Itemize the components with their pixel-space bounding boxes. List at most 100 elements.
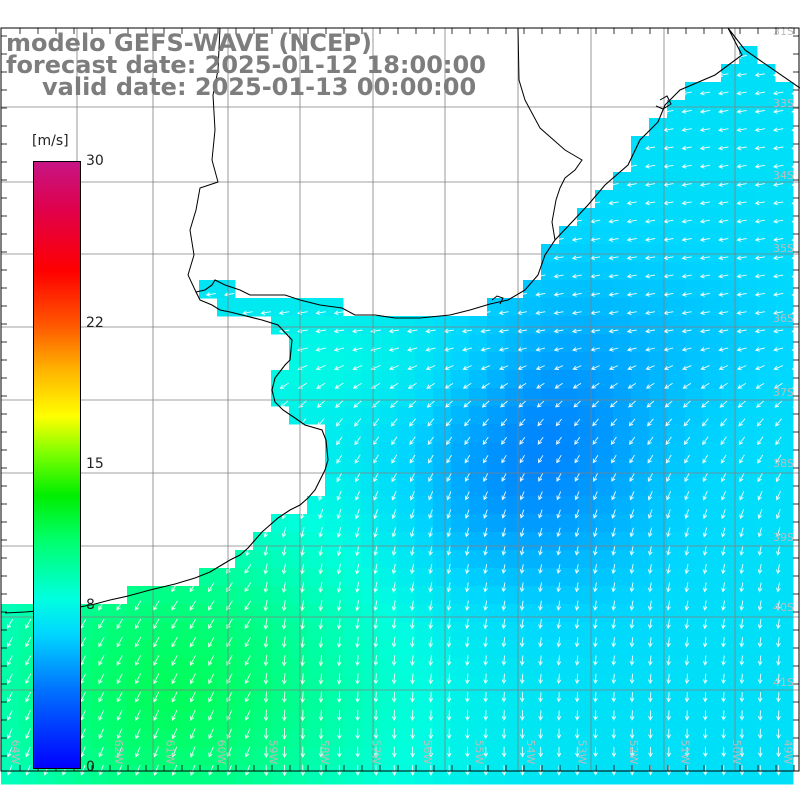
speed-cell [649, 352, 668, 371]
speed-cell [325, 388, 344, 407]
wind-arrow [574, 582, 580, 593]
wind-arrow [353, 400, 362, 408]
speed-cell [757, 262, 776, 281]
speed-cell [469, 586, 488, 605]
wind-arrow [98, 746, 105, 758]
wind-arrow [300, 581, 305, 594]
speed-cell [685, 172, 704, 191]
wind-arrow [300, 709, 305, 722]
wind-arrow [794, 527, 799, 538]
speed-cell [739, 370, 758, 389]
speed-cell [757, 370, 776, 389]
wind-arrow [736, 218, 747, 224]
speed-cell [667, 550, 686, 569]
wind-arrow [464, 436, 471, 445]
wind-arrow [554, 382, 563, 389]
wind-arrow [501, 618, 507, 630]
speed-cell [685, 352, 704, 371]
speed-cell [757, 622, 776, 641]
speed-cell [577, 478, 596, 497]
speed-cell [757, 316, 776, 335]
wind-arrow [98, 636, 105, 648]
wind-arrow [700, 365, 710, 371]
speed-cell [721, 280, 740, 299]
wind-arrow [739, 710, 745, 721]
speed-cell [541, 586, 560, 605]
latitude-label: 37S [773, 386, 794, 399]
wind-arrow [7, 746, 13, 758]
wind-arrow [519, 509, 525, 519]
wind-arrow [410, 728, 415, 740]
speed-cell [325, 676, 344, 695]
wind-arrow [610, 436, 617, 445]
colorbar-unit: [m/s] [32, 133, 69, 149]
wind-arrow [629, 472, 635, 483]
speed-cell [361, 370, 380, 389]
speed-cell [469, 730, 488, 749]
wind-arrow [282, 709, 287, 722]
speed-cell [739, 190, 758, 209]
wind-arrow [282, 764, 287, 777]
speed-cell [523, 514, 542, 533]
speed-cell [775, 334, 794, 353]
speed-cell [703, 622, 722, 641]
wind-arrow [666, 710, 672, 721]
wind-arrow [739, 509, 745, 520]
wind-arrow [571, 328, 582, 334]
speed-cell [307, 676, 326, 695]
speed-cell [667, 136, 686, 155]
wind-arrow [519, 582, 525, 593]
speed-cell [433, 568, 452, 587]
speed-cell [757, 766, 776, 785]
speed-cell [775, 640, 794, 659]
wind-arrow [648, 765, 653, 776]
wind-arrow [664, 382, 673, 389]
speed-cell [721, 334, 740, 353]
speed-cell [199, 658, 218, 677]
speed-cell [667, 604, 686, 623]
wind-arrow [757, 710, 763, 721]
wind-arrow [373, 673, 379, 685]
wind-arrow [337, 764, 342, 777]
speed-cell [739, 172, 758, 191]
speed-cell [217, 586, 236, 605]
speed-cell [721, 550, 740, 569]
speed-cell [685, 136, 704, 155]
speed-cell [19, 712, 38, 731]
speed-cell [739, 622, 758, 641]
wind-arrow [718, 109, 729, 114]
speed-cell [325, 766, 344, 785]
speed-cell [19, 622, 38, 641]
wind-arrow [611, 545, 616, 556]
wind-arrow [794, 728, 800, 740]
speed-cell [469, 496, 488, 515]
wind-arrow [702, 637, 708, 648]
wind-arrow [644, 218, 656, 224]
speed-cell [667, 676, 686, 695]
wind-arrow [244, 673, 251, 685]
speed-cell [775, 352, 794, 371]
speed-cell [343, 748, 362, 767]
speed-cell [289, 604, 308, 623]
wind-arrow [645, 310, 656, 316]
wind-arrow [538, 746, 543, 758]
speed-cell [253, 730, 272, 749]
speed-cell [325, 496, 344, 515]
wind-arrow [645, 292, 656, 297]
speed-cell [721, 190, 740, 209]
wind-arrow [736, 109, 747, 114]
speed-cell [685, 514, 704, 533]
wind-arrow [355, 746, 360, 758]
speed-cell [325, 334, 344, 353]
speed-cell [649, 226, 668, 245]
speed-cell [649, 172, 668, 191]
wind-arrow [373, 454, 379, 464]
wind-arrow [318, 636, 324, 649]
speed-cell [541, 334, 560, 353]
wind-arrow [355, 709, 360, 722]
speed-cell [613, 262, 632, 281]
speed-cell [415, 388, 434, 407]
speed-cell [523, 316, 542, 335]
longitude-label: 59W [267, 740, 280, 765]
wind-arrow [465, 710, 470, 721]
